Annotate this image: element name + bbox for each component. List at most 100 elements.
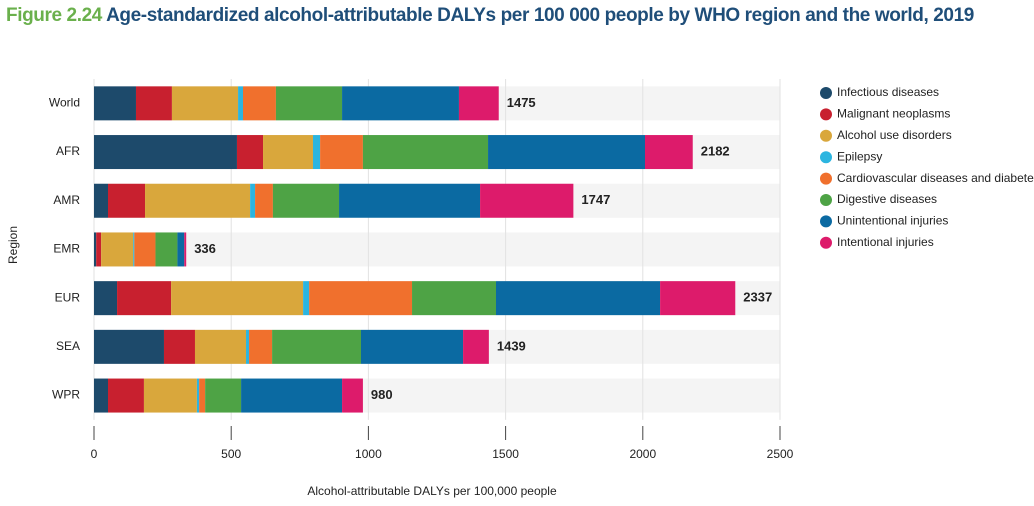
bar-segment (480, 183, 574, 218)
bar-segment (272, 329, 361, 364)
bar-segment (177, 232, 185, 267)
bar-segment (155, 232, 178, 267)
bar-segment (94, 86, 136, 121)
bar-segment (94, 232, 97, 267)
bar-segment (660, 281, 736, 316)
bar-segment (196, 378, 200, 413)
bar-segment (342, 378, 363, 413)
bar-segment (205, 378, 242, 413)
bar-segment (134, 232, 156, 267)
bar-segment (101, 232, 134, 267)
bar-segment (241, 378, 343, 413)
y-tick-label: EUR (55, 290, 81, 304)
legend-label: Malignant neoplasms (837, 107, 950, 121)
bar-segment (94, 183, 108, 218)
bar-segment (171, 86, 239, 121)
total-label: 1747 (581, 192, 610, 207)
legend-swatch (820, 129, 832, 142)
bar-segment (238, 86, 243, 121)
bar-segment (458, 86, 499, 121)
bar-segment (94, 135, 237, 170)
x-tick-label: 2000 (629, 447, 656, 461)
bar-segment (143, 378, 197, 413)
bar-segment (184, 232, 187, 267)
bar-segment (342, 86, 459, 121)
bar-segment (312, 135, 321, 170)
legend-label: Digestive diseases (837, 192, 937, 206)
bar-segment (94, 378, 108, 413)
bar-segment (194, 329, 247, 364)
bar-segment (303, 281, 310, 316)
bar-segment (255, 183, 273, 218)
x-tick-label: 0 (91, 447, 98, 461)
figure-number: Figure 2.24 (6, 5, 102, 26)
bar-segment (362, 135, 489, 170)
legend-label: Unintentional injuries (837, 214, 948, 228)
total-label: 2182 (701, 143, 730, 158)
bar-segment (412, 281, 496, 316)
bar-segment (96, 232, 102, 267)
x-tick-label: 1000 (355, 447, 382, 461)
y-tick-label: SEA (56, 339, 80, 353)
bar-segment (145, 183, 251, 218)
bar-segment (94, 281, 118, 316)
legend-swatch (820, 194, 832, 206)
bar-segment (272, 183, 340, 218)
bar-segment (107, 378, 144, 413)
bar-segment (94, 329, 164, 364)
legend-swatch (820, 236, 832, 249)
bar-segment (117, 281, 172, 316)
bar-segment (242, 86, 276, 121)
bar-segment (107, 183, 146, 218)
legend-label: Alcohol use disorders (837, 128, 952, 142)
total-label: 1439 (497, 338, 526, 353)
legend-swatch (820, 151, 832, 164)
bar-segment (644, 135, 693, 170)
legend-swatch (820, 215, 832, 228)
bar-segment (263, 135, 313, 170)
bar-segment (250, 183, 256, 218)
x-tick-label: 500 (221, 447, 241, 461)
title-text: Age-standardized alcohol-attributable DA… (106, 5, 974, 26)
legend-swatch (820, 172, 832, 185)
bar-segment (135, 86, 172, 121)
bar-segment (495, 281, 661, 316)
bar-segment (275, 86, 343, 121)
y-tick-label: WPR (52, 388, 80, 402)
bar-segment (171, 281, 304, 316)
y-tick-label: World (49, 96, 80, 110)
row-band (94, 232, 780, 267)
x-axis-label: Alcohol-attributable DALYs per 100,000 p… (307, 484, 557, 498)
legend-label: Cardiovascular diseases and diabetes (837, 171, 1034, 185)
legend-label: Intentional injuries (837, 235, 934, 249)
x-tick-label: 1500 (492, 447, 519, 461)
bar-segment (488, 135, 645, 170)
bar-segment (163, 329, 195, 364)
total-label: 980 (371, 387, 393, 402)
y-tick-label: EMR (53, 242, 80, 256)
bar-segment (360, 329, 464, 364)
bar-segment (309, 281, 413, 316)
y-tick-label: AFR (56, 144, 80, 158)
y-tick-label: AMR (53, 193, 80, 207)
bar-segment (339, 183, 481, 218)
legend-label: Epilepsy (837, 149, 882, 163)
bar-segment (249, 329, 273, 364)
bar-segment (463, 329, 489, 364)
legend-label: Infectious diseases (837, 85, 939, 99)
bar-segment (320, 135, 363, 170)
bar-segment (236, 135, 264, 170)
total-label: 336 (194, 241, 216, 256)
legend-swatch (820, 87, 832, 99)
x-tick-label: 2500 (767, 447, 794, 461)
chart-title: Figure 2.24 Age-standardized alcohol-att… (6, 2, 1026, 30)
total-label: 1475 (507, 95, 536, 110)
bar-segment (199, 378, 206, 413)
bar-segment (133, 232, 135, 267)
total-label: 2337 (743, 290, 772, 305)
bar-segment (246, 329, 250, 364)
legend-swatch (820, 108, 832, 121)
y-axis-label: Region (6, 226, 20, 264)
